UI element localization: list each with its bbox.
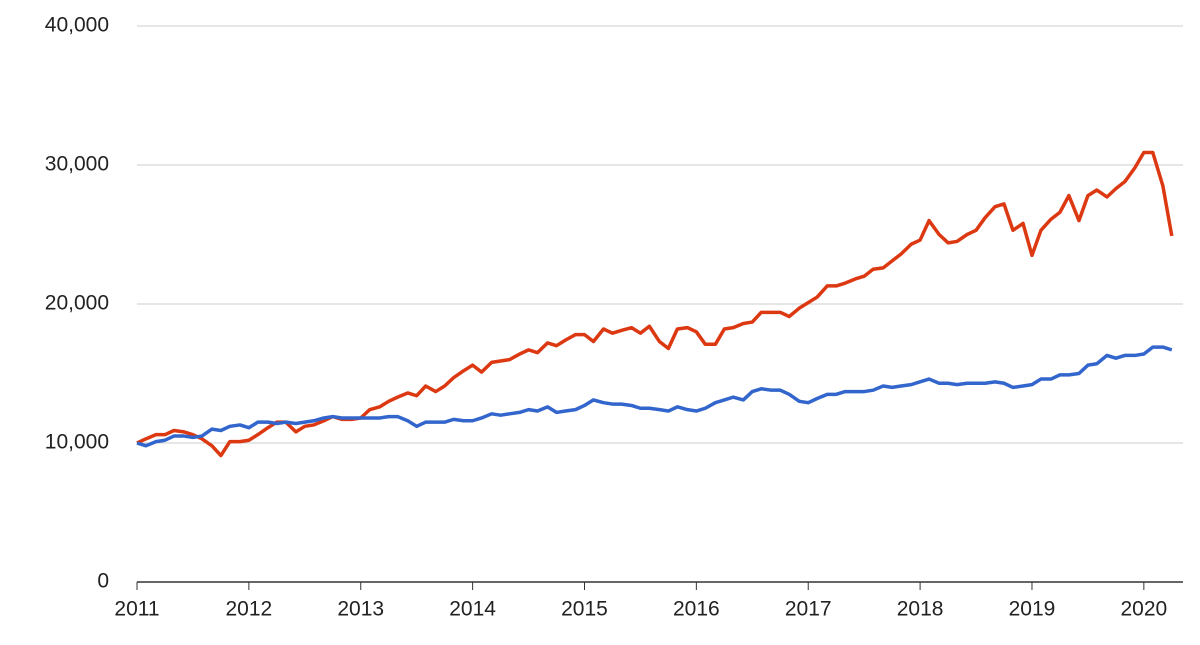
x-tick-label: 2018	[897, 598, 944, 621]
series-line	[136, 345, 1173, 448]
x-tick-label: 2016	[673, 598, 720, 621]
series-line	[136, 150, 1174, 458]
x-tick-label: 2013	[337, 598, 384, 621]
x-tick-label: 2014	[449, 598, 496, 621]
y-tick-label: 40,000	[45, 14, 109, 37]
x-tick-label: 2015	[561, 598, 608, 621]
y-tick-label: 0	[97, 570, 109, 593]
y-tick-label: 20,000	[45, 292, 109, 315]
x-tick-label: 2011	[114, 598, 159, 621]
x-tick-label: 2012	[226, 598, 273, 621]
x-tick-label: 2019	[1009, 598, 1056, 621]
y-tick-label: 30,000	[45, 153, 109, 176]
x-tick-label: 2017	[785, 598, 832, 621]
y-tick-label: 10,000	[45, 431, 109, 454]
x-tick-label: 2020	[1120, 598, 1167, 621]
